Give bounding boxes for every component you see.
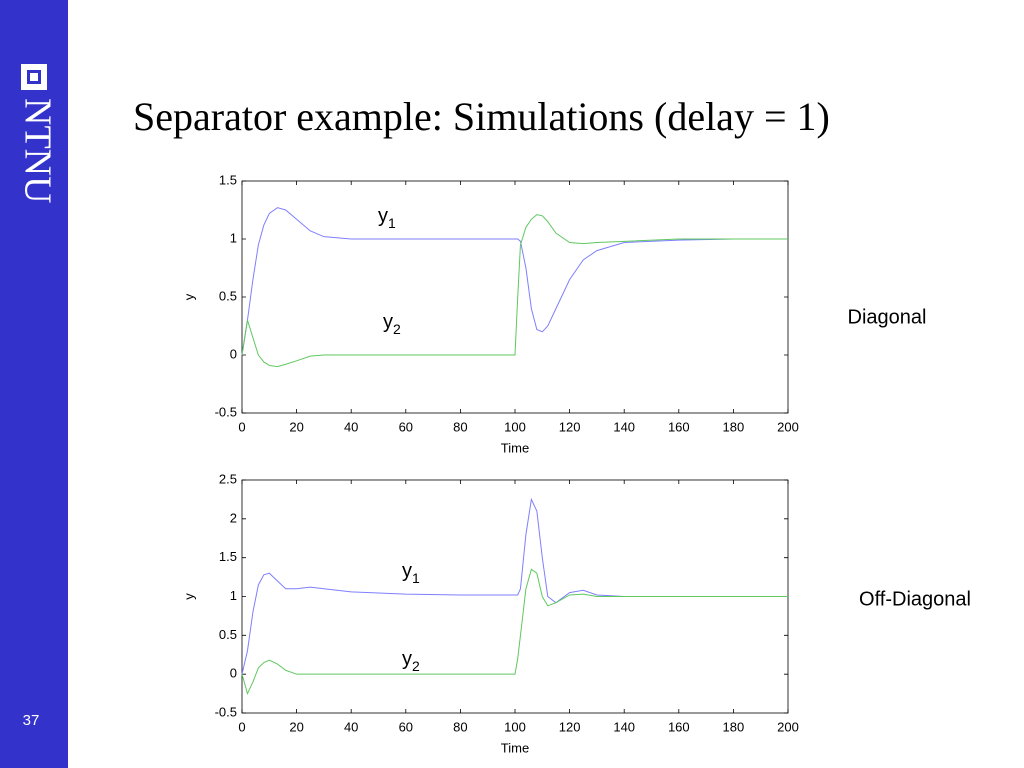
x-tick-label: 120 bbox=[559, 719, 581, 734]
x-tick-label: 40 bbox=[344, 419, 358, 434]
y-tick-label: 1 bbox=[230, 230, 237, 245]
annotation-subscript: 1 bbox=[412, 570, 420, 586]
y-tick-label: -0.5 bbox=[215, 404, 237, 419]
sidebar bbox=[0, 0, 68, 768]
x-tick-label: 120 bbox=[559, 419, 581, 434]
x-tick-label: 0 bbox=[238, 419, 245, 434]
x-tick-label: 0 bbox=[238, 719, 245, 734]
annotation-text: y bbox=[402, 560, 412, 582]
x-tick-label: 160 bbox=[668, 719, 690, 734]
plot-frame bbox=[241, 180, 789, 414]
y-tick-label: 2 bbox=[230, 510, 237, 525]
x-tick-label: 200 bbox=[777, 419, 799, 434]
logo-text: NTNU bbox=[16, 98, 58, 204]
annotation-text: y bbox=[378, 205, 388, 227]
x-tick-label: 160 bbox=[668, 419, 690, 434]
x-tick-label: 140 bbox=[613, 719, 635, 734]
y-tick-label: 1 bbox=[230, 588, 237, 603]
x-tick-label: 100 bbox=[504, 419, 526, 434]
annotation-subscript: 1 bbox=[388, 215, 396, 231]
data-line bbox=[241, 497, 788, 675]
annotation: y1 bbox=[378, 205, 396, 231]
annotation-subscript: 2 bbox=[412, 658, 420, 674]
x-tick-label: 200 bbox=[777, 719, 799, 734]
y-tick-label: 2.5 bbox=[219, 471, 237, 486]
x-tick-label: 80 bbox=[453, 419, 467, 434]
y-axis-label: y bbox=[181, 293, 196, 300]
annotation-text: y bbox=[402, 648, 412, 670]
x-tick-label: 20 bbox=[289, 419, 303, 434]
x-tick-label: 100 bbox=[504, 719, 526, 734]
x-tick-label: 40 bbox=[344, 719, 358, 734]
x-tick-label: 180 bbox=[723, 419, 745, 434]
x-tick-label: 80 bbox=[453, 719, 467, 734]
data-line bbox=[241, 207, 788, 356]
side-label: Off-Diagonal bbox=[859, 588, 971, 610]
y-tick-label: 0 bbox=[230, 666, 237, 681]
y-tick-label: 1.5 bbox=[219, 172, 237, 187]
annotation-subscript: 2 bbox=[393, 321, 401, 337]
annotation: y2 bbox=[383, 311, 401, 337]
y-tick-label: 1.5 bbox=[219, 549, 237, 564]
x-axis-label: Time bbox=[501, 440, 529, 455]
annotation-text: y bbox=[383, 311, 393, 333]
x-tick-label: 180 bbox=[723, 719, 745, 734]
slide-title: Separator example: Simulations (delay = … bbox=[133, 94, 830, 139]
logo-core bbox=[30, 73, 38, 81]
data-line bbox=[241, 568, 788, 696]
x-tick-label: 20 bbox=[289, 719, 303, 734]
y-tick-label: -0.5 bbox=[215, 704, 237, 719]
data-line bbox=[241, 214, 788, 368]
x-tick-label: 60 bbox=[399, 719, 413, 734]
x-tick-label: 140 bbox=[613, 419, 635, 434]
annotation: y1 bbox=[402, 560, 420, 586]
side-label: Diagonal bbox=[848, 306, 927, 328]
y-tick-label: 0.5 bbox=[219, 288, 237, 303]
page-number: 37 bbox=[23, 712, 40, 729]
y-axis-label: y bbox=[181, 593, 196, 600]
x-axis-label: Time bbox=[501, 740, 529, 755]
y-tick-label: 0.5 bbox=[219, 627, 237, 642]
x-tick-label: 60 bbox=[399, 419, 413, 434]
annotation: y2 bbox=[402, 648, 420, 674]
y-tick-label: 0 bbox=[230, 346, 237, 361]
